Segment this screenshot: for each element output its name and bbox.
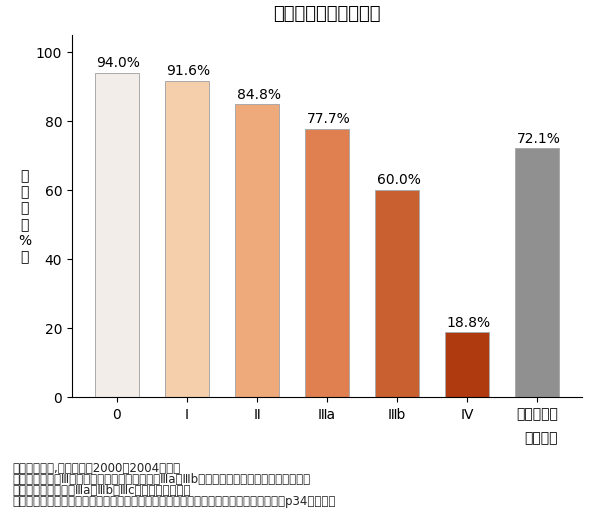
Text: 94.0%: 94.0% (97, 56, 140, 70)
Bar (305, 130, 349, 397)
Text: 大腸癌研究会,全国登録　2000～2004年症例: 大腸癌研究会,全国登録 2000～2004年症例 (12, 461, 180, 473)
Bar (95, 73, 139, 397)
Text: 雑賀智也（著）・高橋慶一（監修）『大腸がん　最新標準治療とセカンドオピニオン』p34より転載: 雑賀智也（著）・高橋慶一（監修）『大腸がん 最新標準治療とセカンドオピニオン』p… (12, 494, 335, 507)
Text: 72.1%: 72.1% (517, 131, 560, 146)
Text: （注）ステージⅢはリンパ節への転移の状態でⅢaとⅢbに分けられる（調査当時の分類。現: （注）ステージⅢはリンパ節への転移の状態でⅢaとⅢbに分けられる（調査当時の分類… (12, 472, 310, 485)
Text: 77.7%: 77.7% (307, 112, 350, 126)
Bar (165, 82, 209, 397)
Bar (445, 332, 489, 397)
Text: 在ではより細かく、Ⅲa、Ⅲb、Ⅲcに分けられる）。: 在ではより細かく、Ⅲa、Ⅲb、Ⅲcに分けられる）。 (12, 483, 191, 496)
Bar (235, 105, 278, 397)
Text: ステージ: ステージ (524, 430, 558, 444)
Text: 91.6%: 91.6% (167, 64, 211, 78)
Bar (515, 149, 559, 397)
Text: 18.8%: 18.8% (447, 315, 491, 329)
Text: 60.0%: 60.0% (377, 173, 421, 187)
Text: 84.8%: 84.8% (236, 88, 281, 102)
Y-axis label: 生
存
率
（
%
）: 生 存 率 （ % ） (18, 169, 31, 264)
Title: 大腸がんの５年生存率: 大腸がんの５年生存率 (273, 5, 381, 23)
Bar (376, 190, 419, 397)
